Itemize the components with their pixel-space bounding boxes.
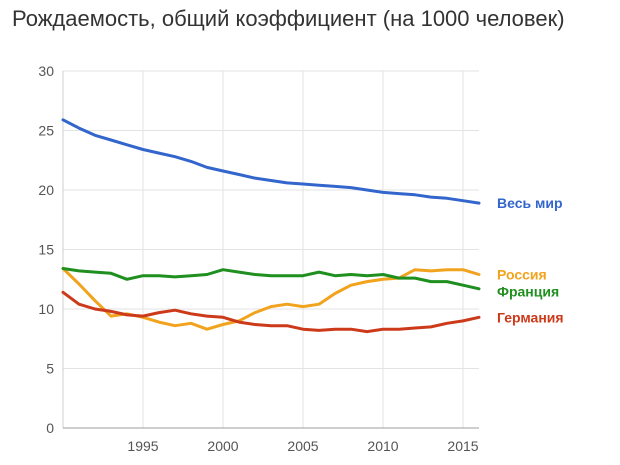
series-lines: [61, 118, 481, 334]
x-tick-label: 2000: [207, 438, 238, 454]
legend-label: Весь мир: [497, 195, 563, 211]
x-tick-label: 2010: [367, 438, 398, 454]
legend-label: Франция: [497, 283, 559, 299]
y-tick-label: 10: [38, 301, 54, 317]
y-tick-label: 0: [46, 420, 54, 436]
series-line-германия: [61, 290, 481, 334]
x-tick-label: 2015: [447, 438, 478, 454]
axes: [62, 71, 479, 429]
legend-label: Россия: [497, 266, 547, 282]
y-tick-label: 25: [38, 123, 54, 139]
x-tick-label: 2005: [287, 438, 318, 454]
legend-label: Германия: [497, 309, 564, 325]
x-tick-label: 1995: [127, 438, 158, 454]
y-tick-label: 30: [38, 63, 54, 79]
y-tick-label: 15: [38, 242, 54, 258]
series-line-весь-мир: [61, 118, 481, 205]
y-tick-label: 5: [46, 361, 54, 377]
chart-title: Рождаемость, общий коэффициент (на 1000 …: [12, 6, 565, 31]
x-tick-labels: 1995 2000 2005 2010 2015: [127, 438, 478, 454]
series-line-франция: [61, 267, 481, 291]
y-tick-label: 20: [38, 182, 54, 198]
y-tick-labels: 0 5 10 15 20 25 30: [38, 63, 54, 436]
gridlines: [63, 70, 479, 428]
